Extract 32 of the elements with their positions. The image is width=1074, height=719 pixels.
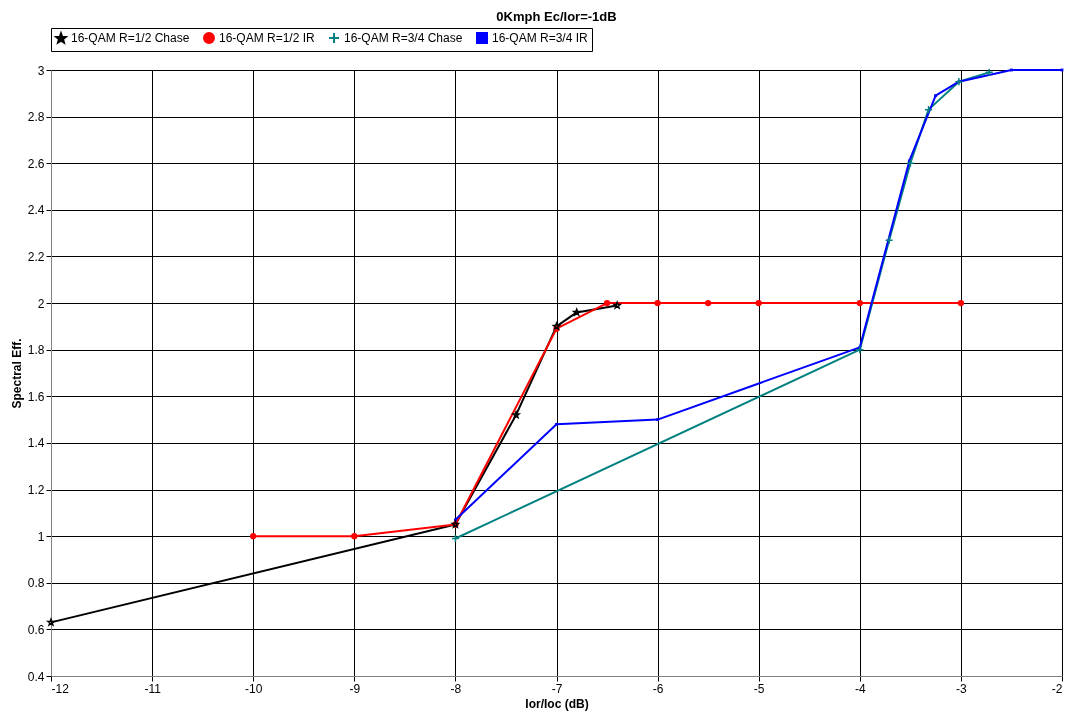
y-tick-label: 3 [37,63,45,78]
y-tick-label: 2.2 [27,249,45,264]
y-tick-label: 2 [37,296,45,311]
x-axis-title: Ior/Ioc (dB) [525,696,589,711]
x-tick-label: -3 [956,681,968,696]
x-tick-label: -7 [551,681,563,696]
y-tick-label: 0.4 [27,669,45,684]
x-tick-label: -10 [245,681,263,696]
x-tick-label: -11 [144,681,162,696]
y-tick-label: 2.8 [27,110,45,125]
legend-label: 16-QAM R=3/4 Chase [344,31,463,45]
y-tick-label: 1.4 [27,436,45,451]
x-tick-label: -4 [854,681,866,696]
x-tick-label: -8 [450,681,462,696]
y-tick-label: 1.6 [27,389,45,404]
legend-label: 16-QAM R=1/2 IR [219,31,316,45]
y-tick-label: 2.6 [27,156,45,171]
legend-label: 16-QAM R=3/4 IR [492,31,589,45]
legend-label: 16-QAM R=1/2 Chase [71,31,190,46]
chart-title: 0Kmph Ec/Ior=-1dB [496,8,617,24]
y-tick-label: 0.8 [27,576,45,591]
y-tick-label: 1.8 [27,343,45,358]
x-tick-label: -9 [349,681,361,696]
x-tick-label: -6 [652,681,664,696]
y-tick-label: 1 [37,529,45,544]
y-tick-label: 1.2 [27,483,45,498]
x-tick-label: -5 [753,681,765,696]
y-tick-label: 0.6 [27,622,45,637]
x-tick-label: -12 [51,681,70,696]
y-axis-title: Spectral Eff. [9,338,24,409]
x-tick-label: -2 [1051,681,1063,696]
y-tick-label: 2.4 [27,203,45,218]
